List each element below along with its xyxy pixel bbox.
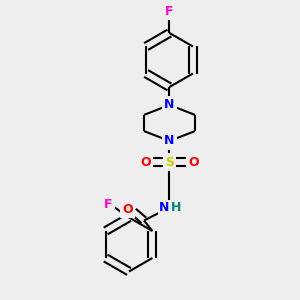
Text: N: N xyxy=(164,98,175,112)
Text: O: O xyxy=(188,155,199,169)
Text: F: F xyxy=(104,197,113,211)
Text: N: N xyxy=(164,134,175,148)
Text: F: F xyxy=(165,5,174,18)
Text: O: O xyxy=(140,155,151,169)
Text: S: S xyxy=(165,155,174,169)
Text: O: O xyxy=(122,202,133,216)
Text: H: H xyxy=(171,201,181,214)
Text: N: N xyxy=(159,201,169,214)
